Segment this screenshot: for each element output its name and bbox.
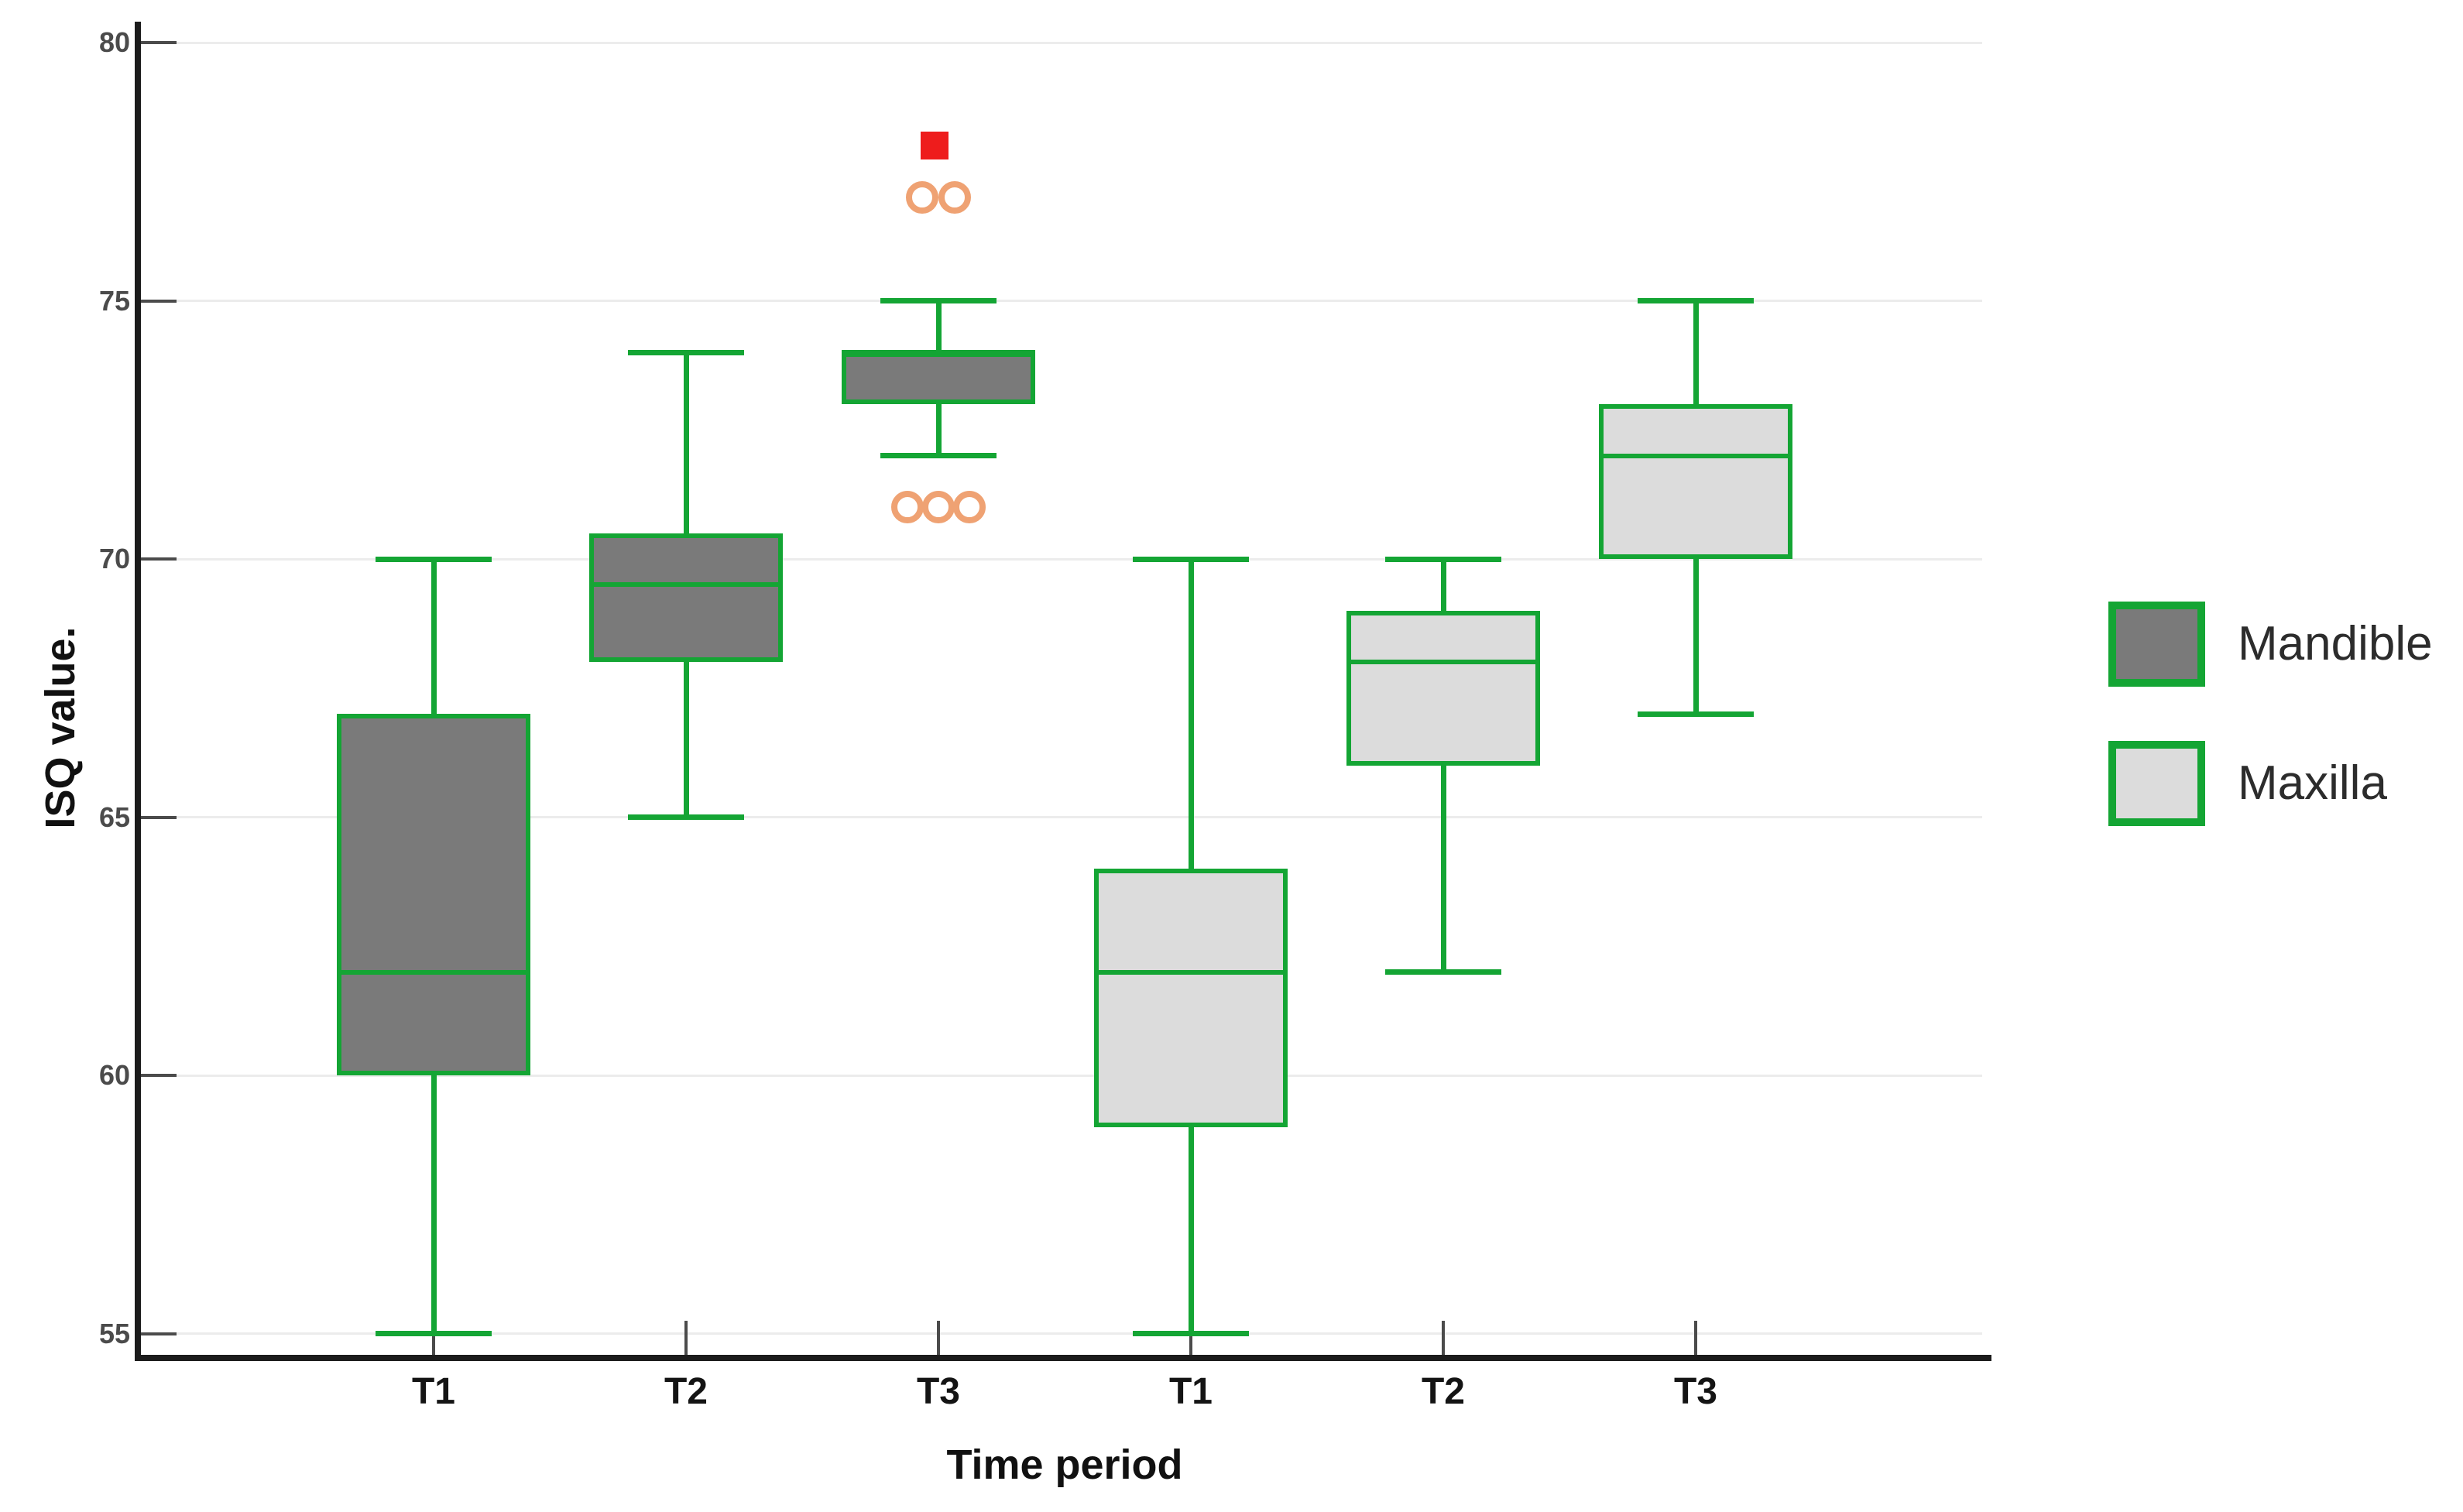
- whisker-cap-min-mandible-t3: [880, 453, 997, 459]
- category-label-2: T3: [916, 1371, 960, 1412]
- median-line-maxilla-t2: [1346, 660, 1540, 665]
- legend-swatch-maxilla: [2108, 741, 2205, 826]
- whisker-cap-max-maxilla-t3: [1638, 298, 1754, 303]
- y-tick-label-60: 60: [98, 1059, 130, 1091]
- x-axis-line: [135, 1355, 1991, 1361]
- median-line-maxilla-t3: [1599, 453, 1792, 458]
- whisker-cap-max-mandible-t3: [880, 298, 997, 303]
- gridline-80: [141, 41, 1982, 44]
- x-axis-tick-5: [1694, 1321, 1697, 1355]
- boxplot-box-maxilla-t2: [1346, 610, 1540, 766]
- legend-swatch-mandible: [2108, 602, 2205, 687]
- y-axis-tick-75: [141, 299, 177, 303]
- median-line-mandible-t1: [337, 969, 530, 975]
- whisker-cap-max-maxilla-t2: [1385, 556, 1501, 562]
- x-axis-tick-2: [937, 1321, 940, 1355]
- whisker-cap-min-maxilla-t3: [1638, 711, 1754, 717]
- gridline-55: [141, 1332, 1982, 1335]
- boxplot-box-maxilla-t1: [1094, 869, 1288, 1127]
- whisker-cap-min-mandible-t2: [628, 814, 744, 820]
- y-axis-tick-55: [141, 1332, 177, 1335]
- legend-label-mandible: Mandible: [2238, 617, 2433, 670]
- x-axis-tick-3: [1189, 1321, 1192, 1355]
- y-tick-label-80: 80: [98, 26, 130, 58]
- outlier-circle-mandible-t3-2: [953, 491, 986, 524]
- y-axis-tick-65: [141, 815, 177, 819]
- whisker-cap-max-maxilla-t1: [1133, 556, 1249, 562]
- y-tick-label-55: 55: [98, 1317, 130, 1349]
- whisker-line-maxilla-t2: [1440, 559, 1446, 972]
- y-tick-label-65: 65: [98, 801, 130, 833]
- category-label-4: T2: [1421, 1371, 1465, 1412]
- outlier-circle-mandible-t3-1: [922, 491, 955, 524]
- category-label-0: T1: [411, 1371, 455, 1412]
- median-line-mandible-t3: [842, 350, 1035, 355]
- boxplot-box-maxilla-t3: [1599, 403, 1792, 559]
- boxplot-box-mandible-t3: [842, 352, 1035, 404]
- boxplot-box-mandible-t1: [337, 714, 530, 1075]
- y-axis-tick-80: [141, 41, 177, 44]
- category-label-3: T1: [1168, 1371, 1213, 1412]
- x-axis-tick-0: [432, 1321, 435, 1355]
- y-tick-label-75: 75: [98, 284, 130, 317]
- y-tick-label-70: 70: [98, 543, 130, 574]
- y-axis-tick-70: [141, 557, 177, 561]
- whisker-cap-min-maxilla-t2: [1385, 969, 1501, 975]
- y-axis-line: [135, 22, 141, 1361]
- extreme-outlier-square-mandible-t3-0: [921, 132, 948, 160]
- gridline-65: [141, 816, 1982, 818]
- outlier-circle-mandible-t3-0: [891, 491, 924, 524]
- outlier-circle-mandible-t3-3: [906, 181, 938, 214]
- x-axis-tick-4: [1442, 1321, 1445, 1355]
- gridline-60: [141, 1074, 1982, 1077]
- whisker-cap-max-mandible-t2: [628, 349, 744, 355]
- gridline-75: [141, 300, 1982, 302]
- category-label-1: T2: [664, 1371, 708, 1412]
- y-axis-tick-60: [141, 1074, 177, 1077]
- category-label-5: T3: [1673, 1371, 1717, 1412]
- x-axis-title: Time period: [946, 1442, 1183, 1488]
- y-axis-title: ISQ value.: [37, 626, 84, 829]
- outlier-circle-mandible-t3-4: [938, 181, 971, 214]
- whisker-cap-max-mandible-t1: [376, 556, 492, 562]
- median-line-maxilla-t1: [1094, 969, 1288, 975]
- whisker-cap-min-mandible-t1: [376, 1331, 492, 1336]
- median-line-mandible-t2: [589, 582, 783, 588]
- x-axis-tick-1: [684, 1321, 688, 1355]
- boxplot-box-mandible-t2: [589, 533, 783, 663]
- legend-label-maxilla: Maxilla: [2238, 756, 2387, 810]
- gridline-70: [141, 557, 1982, 561]
- whisker-cap-min-maxilla-t1: [1133, 1331, 1249, 1336]
